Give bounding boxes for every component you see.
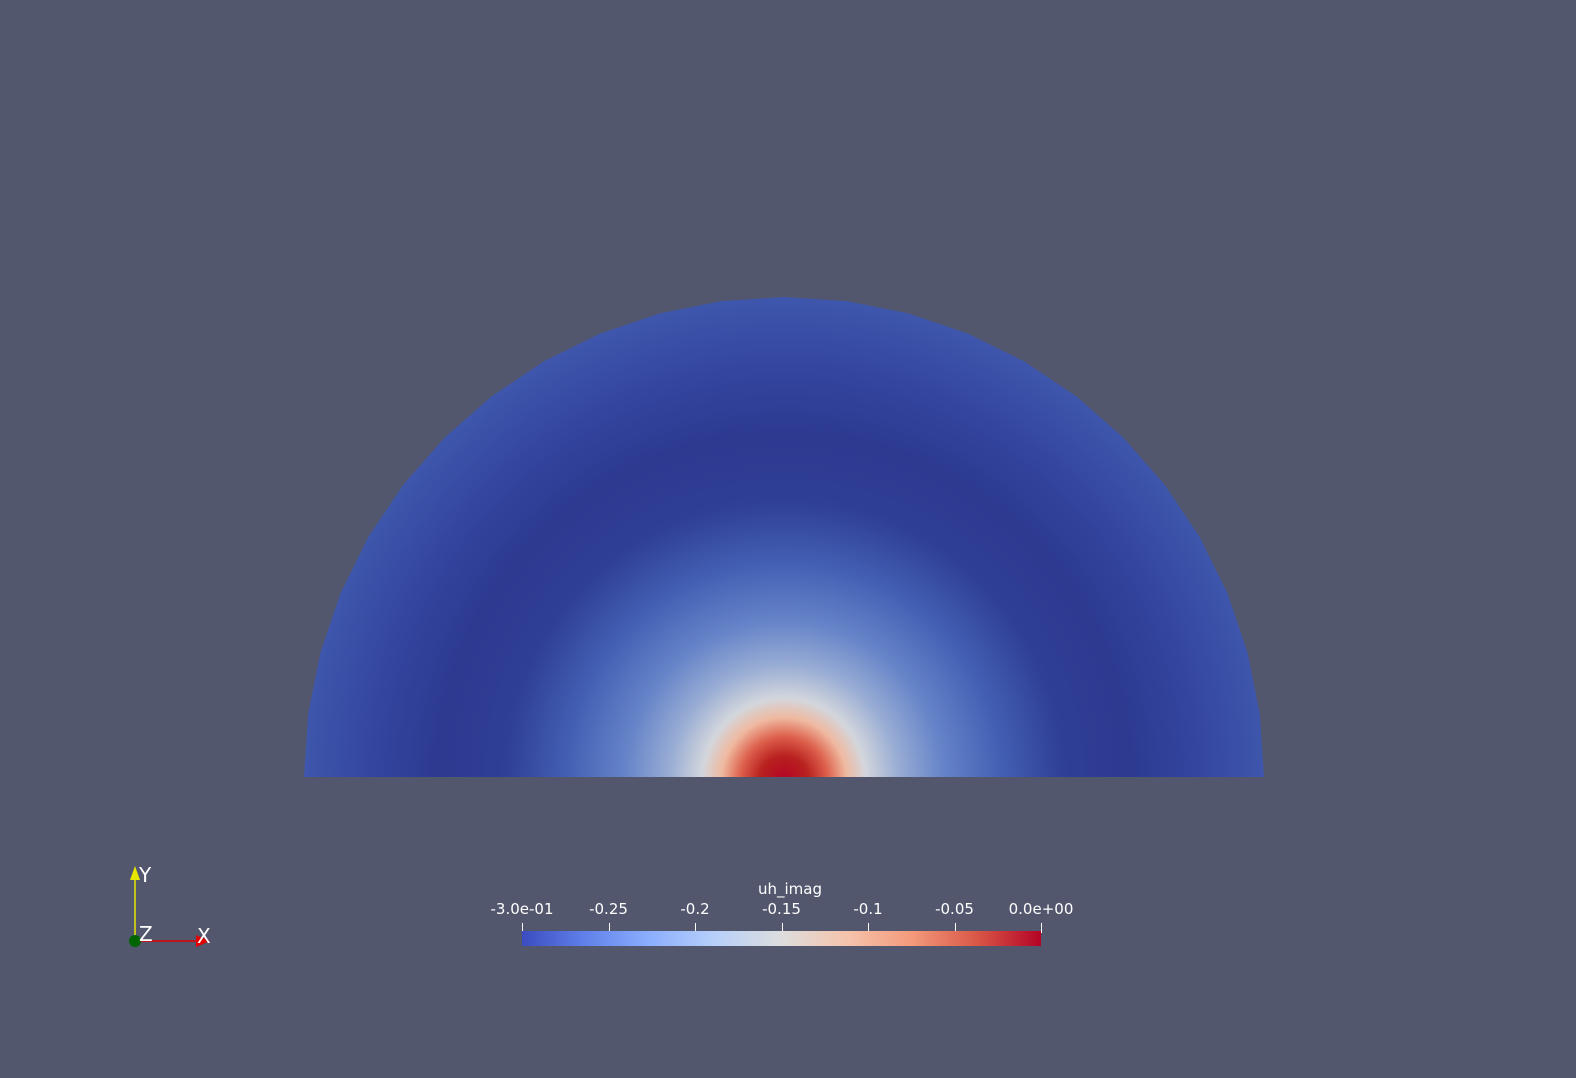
color-legend-tick-mark bbox=[608, 923, 610, 933]
x-axis-arrow-icon bbox=[196, 935, 210, 947]
color-legend[interactable]: uh_imag -3.0e-01 -0.25 -0.2 -0.15 -0.1 -0.05 0… bbox=[480, 878, 1100, 958]
half-disk-mesh bbox=[304, 297, 1264, 777]
color-legend-tick-mark bbox=[1041, 923, 1042, 933]
color-legend-tick-mark bbox=[695, 923, 696, 933]
color-legend-bar bbox=[522, 931, 1041, 946]
color-legend-tick-mark bbox=[522, 923, 523, 933]
y-axis-label: Y bbox=[138, 863, 152, 887]
y-axis-arrow-icon bbox=[130, 866, 140, 880]
color-legend-title: uh_imag bbox=[757, 880, 822, 898]
color-legend-tick-label: -0.15 bbox=[762, 900, 801, 918]
x-axis-label: X bbox=[197, 924, 211, 948]
color-legend-tick-label: -0.05 bbox=[935, 900, 974, 918]
color-legend-tick-label: -0.2 bbox=[680, 900, 710, 918]
color-legend-tick-label: -0.25 bbox=[589, 900, 628, 918]
color-legend-tick-label: -3.0e-01 bbox=[490, 900, 554, 918]
color-legend-tick-label: 0.0e+00 bbox=[1008, 900, 1074, 918]
color-legend-tick-mark bbox=[868, 923, 869, 933]
z-axis-label: Z bbox=[139, 922, 153, 946]
color-legend-tick-label: -0.1 bbox=[853, 900, 883, 918]
color-legend-tick-mark bbox=[781, 923, 783, 933]
z-axis-dot-icon bbox=[129, 935, 141, 947]
color-legend-tick-mark bbox=[954, 923, 956, 933]
